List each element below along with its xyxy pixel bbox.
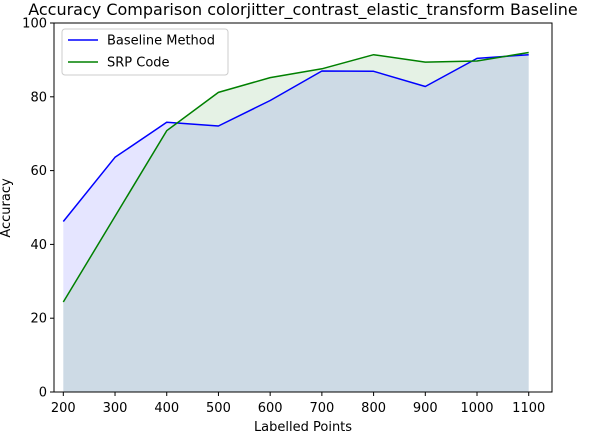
y-tick-label: 0	[39, 386, 47, 401]
legend: Baseline Method SRP Code	[61, 28, 229, 76]
x-tick-label: 1100	[512, 401, 545, 416]
y-tick-label: 80	[30, 90, 47, 105]
y-tick-label: 40	[30, 238, 47, 253]
series-area-1	[63, 52, 529, 392]
chart-title: Accuracy Comparison colorjitter_contrast…	[28, 0, 578, 20]
x-tick-label: 200	[51, 401, 76, 416]
x-axis-label: Labelled Points	[254, 420, 352, 435]
plot-frame	[53, 22, 553, 393]
legend-box	[61, 28, 229, 76]
x-axis: 200 300 400 500 600 700 800 900 1000 1100	[51, 392, 545, 416]
y-tick-label: 20	[30, 312, 47, 327]
x-tick-label: 900	[413, 401, 438, 416]
x-tick-label: 300	[103, 401, 128, 416]
y-axis: 0 20 40 60 80 100	[22, 17, 54, 401]
y-tick-label: 60	[30, 164, 47, 179]
series-line-0	[62, 53, 529, 222]
x-tick-label: 500	[206, 401, 231, 416]
y-tick-label: 100	[22, 17, 47, 32]
line-layer	[62, 51, 529, 303]
legend-label-0: Baseline Method	[107, 34, 215, 49]
series-line-1	[62, 51, 529, 303]
series-area-0	[63, 54, 529, 392]
y-axis-label: Accuracy	[0, 178, 14, 238]
fill-layer	[63, 52, 529, 392]
x-tick-label: 600	[258, 401, 283, 416]
legend-label-1: SRP Code	[107, 56, 170, 71]
x-tick-label: 1000	[460, 401, 493, 416]
x-tick-label: 800	[361, 401, 386, 416]
x-tick-label: 400	[154, 401, 179, 416]
x-tick-label: 700	[309, 401, 334, 416]
